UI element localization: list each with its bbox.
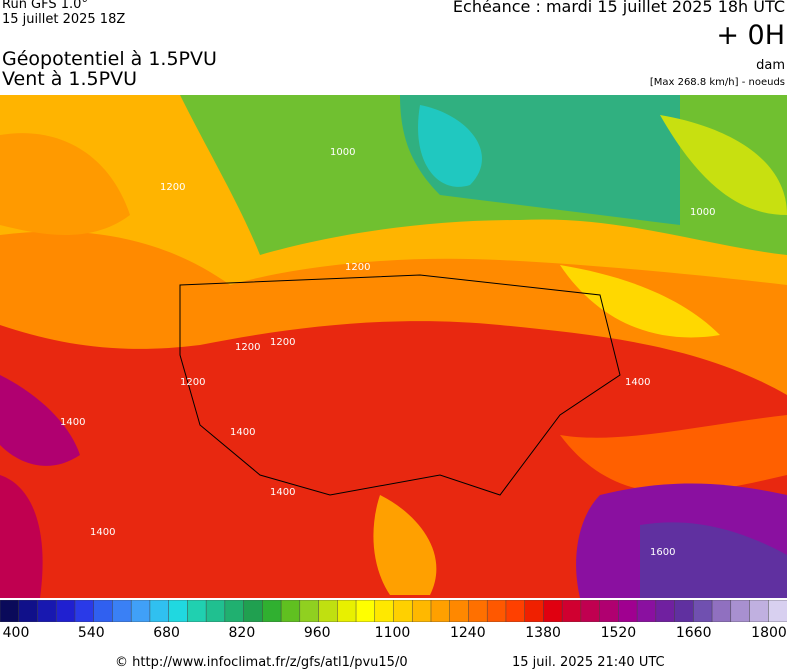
colorbar-swatch <box>355 600 376 622</box>
colorbar-swatch <box>37 600 57 622</box>
colorbar-swatch <box>505 600 526 622</box>
colorbar-swatch <box>599 600 620 622</box>
contour-label: 1200 <box>160 182 185 193</box>
colorbar-swatch <box>280 600 301 622</box>
contour-label: 1200 <box>270 337 295 348</box>
run: Run GFS 1.0° <box>2 0 88 12</box>
colorbar-label: 1520 <box>600 625 637 641</box>
colorbar-swatch <box>693 600 713 622</box>
colorbar-swatch <box>318 600 339 622</box>
contour-label: 1400 <box>625 377 650 388</box>
contour-label: 1200 <box>180 377 205 388</box>
colorbar-swatch <box>543 600 563 622</box>
colorbar-swatch <box>0 600 20 622</box>
colorbar-swatch <box>112 600 132 622</box>
footer-time: 15 juil. 2025 21:40 UTC <box>512 655 665 670</box>
colorbar-swatch <box>55 600 76 622</box>
colorbar-swatch <box>655 600 676 622</box>
colorbar-swatch <box>393 600 413 622</box>
colorbar-label: 1100 <box>374 625 411 641</box>
colorbar-label: 1380 <box>525 625 561 641</box>
colorbar-label: 1660 <box>675 625 712 641</box>
run-date: 15 juillet 2025 18Z <box>2 12 126 27</box>
colorbar-label: 1240 <box>449 625 486 641</box>
colorbar <box>0 600 787 622</box>
colorbar-swatch <box>262 600 282 622</box>
contour-label: 1000 <box>330 147 355 158</box>
colorbar-swatch <box>711 600 732 622</box>
colorbar-label: 820 <box>228 625 256 641</box>
max-wind: [Max 268.8 km/h] - noeuds <box>649 77 785 88</box>
colorbar-label: 540 <box>77 625 105 641</box>
colorbar-swatch <box>449 600 470 622</box>
colorbar-swatch <box>337 600 357 622</box>
colorbar-swatch <box>768 600 787 622</box>
colorbar-swatch <box>468 600 488 622</box>
contour-label: 1400 <box>90 527 115 538</box>
colorbar-swatch <box>618 600 638 622</box>
lead-time: + 0H <box>716 20 785 51</box>
colorbar-swatch <box>730 600 751 622</box>
contour-label: 1400 <box>230 427 255 438</box>
colorbar-swatch <box>168 600 189 622</box>
title: Géopotentiel à 1.5PVU <box>2 48 217 70</box>
colorbar-swatch <box>149 600 170 622</box>
colorbar-swatch <box>561 600 582 622</box>
colorbar-swatch <box>93 600 114 622</box>
contour-label: 1400 <box>270 487 295 498</box>
contour-label: 1000 <box>690 207 715 218</box>
footer-url: © http://www.infoclimat.fr/z/gfs/atl1/pv… <box>115 655 408 670</box>
colorbar-swatch <box>486 600 507 622</box>
colorbar-swatch <box>749 600 770 622</box>
colorbar-swatch <box>187 600 207 622</box>
colorbar-swatch <box>130 600 151 622</box>
colorbar-swatch <box>580 600 601 622</box>
subtitle: Vent à 1.5PVU <box>2 68 138 90</box>
colorbar-swatch <box>524 600 545 622</box>
valid-time: Echéance : mardi 15 juillet 2025 18h UTC <box>452 0 785 16</box>
contour-label: 1600 <box>650 547 675 558</box>
colorbar-swatch <box>205 600 226 622</box>
colorbar-swatch <box>243 600 264 622</box>
colorbar-swatch <box>224 600 245 622</box>
contour-label: 1200 <box>345 262 370 273</box>
colorbar-swatch <box>430 600 451 622</box>
contour-label: 1400 <box>60 417 85 428</box>
contour-label: 1200 <box>235 342 260 353</box>
colorbar-swatch <box>299 600 320 622</box>
colorbar-label: 680 <box>153 625 180 641</box>
unit: dam <box>756 58 785 73</box>
colorbar-label: 960 <box>303 625 331 641</box>
map: 1000 1000 1200 1200 1200 1200 1200 1400 … <box>0 95 787 598</box>
colorbar-swatch <box>74 600 95 622</box>
colorbar-label: 1800 <box>751 625 787 641</box>
colorbar-swatch <box>18 600 39 622</box>
colorbar-swatch <box>411 600 432 622</box>
colorbar-swatch <box>374 600 395 622</box>
colorbar-swatch <box>674 600 695 622</box>
colorbar-label: 400 <box>2 625 30 641</box>
colorbar-swatch <box>636 600 657 622</box>
